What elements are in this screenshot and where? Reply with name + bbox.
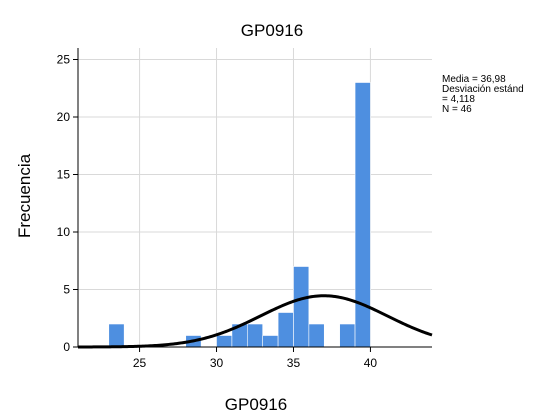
y-tick-label: 10 — [57, 225, 71, 239]
x-axis-title: GP0916 — [225, 395, 287, 414]
histogram-bar — [339, 323, 356, 348]
y-tick-label: 0 — [63, 340, 70, 354]
histogram-bar — [216, 335, 233, 348]
stats-line: Desviación estánd — [442, 84, 524, 95]
x-tick-label: 40 — [364, 356, 378, 370]
y-tick-label: 15 — [57, 168, 71, 182]
chart-title: GP0916 — [241, 21, 303, 40]
axes — [73, 48, 432, 352]
y-tick-label: 20 — [57, 110, 71, 124]
tick-labels: 0 5 10 15 20 25 25 30 35 40 — [57, 53, 378, 371]
stats-line: Media = 36,98 — [442, 74, 506, 85]
x-tick-label: 35 — [287, 356, 301, 370]
stats-line: N = 46 — [442, 104, 472, 115]
histogram-bar — [293, 266, 310, 348]
x-tick-label: 25 — [133, 356, 147, 370]
histogram-bar — [108, 323, 125, 348]
histogram-bar — [262, 335, 279, 348]
histogram-bar — [247, 323, 263, 348]
y-tick-label: 25 — [57, 53, 71, 67]
histogram-bar — [308, 323, 325, 348]
y-axis-title: Frecuencia — [15, 153, 34, 238]
normal-curve — [78, 294, 433, 349]
stats-line: = 4,118 — [442, 94, 475, 105]
y-tick-label: 5 — [63, 283, 70, 297]
gridlines — [78, 48, 432, 347]
x-tick-label: 30 — [210, 356, 224, 370]
histogram-bar — [277, 312, 294, 348]
bars — [108, 82, 371, 348]
